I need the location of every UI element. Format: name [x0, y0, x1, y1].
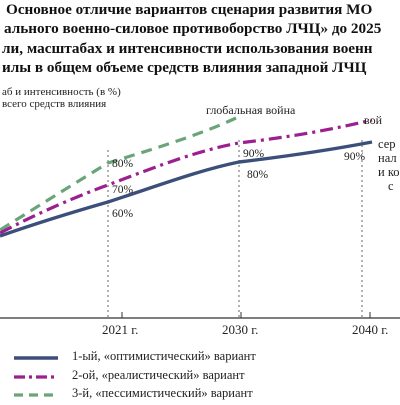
label-2021-optimistic: 60% — [112, 208, 134, 220]
y-axis-label-line-2: всего средств влияния — [2, 98, 107, 110]
legend-swatch-pessimistic — [14, 393, 58, 397]
label-2030-realistic: 90% — [243, 148, 265, 160]
right-text-1: сер — [378, 137, 396, 151]
chart-title-line-2: ального военно-силовое противоборство ЛЧ… — [4, 20, 382, 37]
label-2021-pessimistic: 80% — [112, 158, 134, 170]
legend-label-pessimistic: 3-й, «пессимистический» вариант — [72, 386, 253, 400]
right-text-4: с — [388, 179, 394, 193]
x-tick-label-2021: 2021 г. — [102, 322, 139, 337]
legend-item-realistic: 2-ой, «реалистический» вариант — [10, 367, 400, 387]
legend-swatch-optimistic — [14, 356, 58, 360]
y-axis-label-line-1: аб и интенсивность (в %) — [2, 86, 121, 98]
legend-item-pessimistic: 3-й, «пессимистический» вариант — [10, 385, 400, 405]
label-2021-realistic: 70% — [112, 184, 134, 196]
chart-title-line-1: Основное отличие вариантов сценария разв… — [6, 1, 373, 18]
right-text-2: нал — [378, 151, 397, 165]
legend-label-realistic: 2-ой, «реалистический» вариант — [72, 368, 245, 382]
right-text-3: и ко — [378, 165, 400, 179]
label-2030-optimistic: 80% — [247, 169, 269, 181]
series-pessimistic-line — [0, 116, 237, 232]
annotation-right-top: вой — [364, 113, 383, 127]
legend-item-optimistic: 1-ый, «оптимистический» вариант — [10, 348, 400, 368]
series-optimistic-line — [0, 140, 373, 238]
chart-title-line-4: илы в общем объеме средств влияния запад… — [2, 59, 367, 76]
legend-swatch-realistic — [14, 375, 58, 379]
x-tick-label-2030: 2030 г. — [222, 322, 259, 337]
chart-title-line-3: ли, масштабах и интенсивности использова… — [2, 40, 373, 57]
x-tick-label-2040: 2040 г. — [352, 322, 389, 337]
legend-label-optimistic: 1-ый, «оптимистический» вариант — [72, 349, 256, 363]
label-2040-optimistic: 90% — [344, 151, 366, 163]
annotation-global-war: глобальная война — [206, 103, 296, 117]
